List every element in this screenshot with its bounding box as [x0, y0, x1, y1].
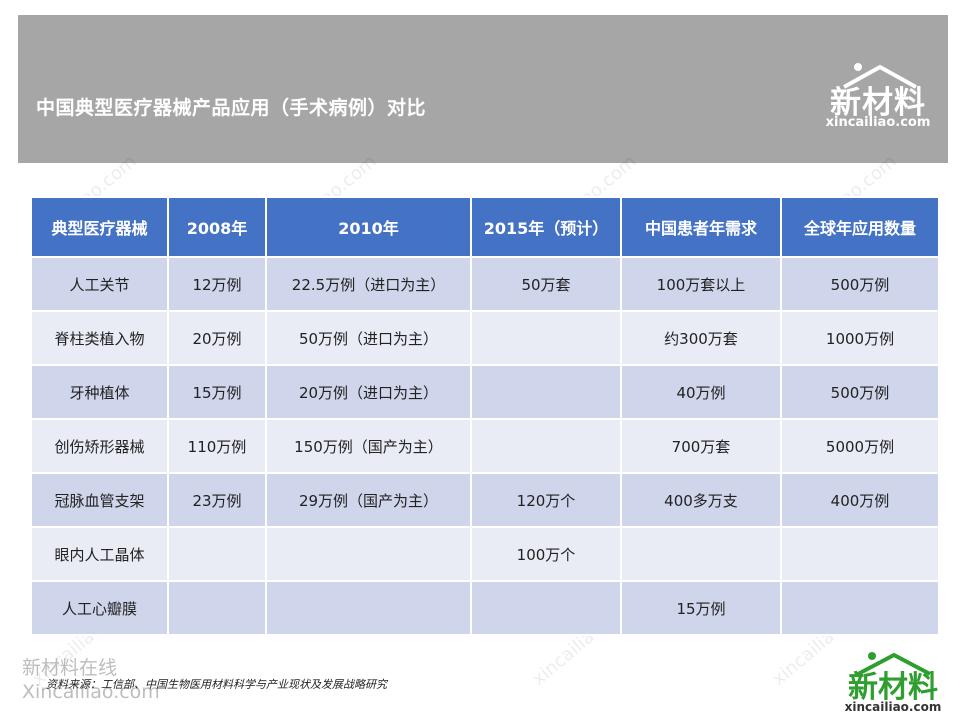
table-cell: 眼内人工晶体: [30, 526, 169, 582]
column-header: 全球年应用数量: [780, 196, 940, 258]
table-cell: 23万例: [167, 472, 267, 528]
table-row: 牙种植体 15万例 20万例（进口为主） 40万例 500万例: [30, 364, 940, 420]
table-cell: 29万例（国产为主）: [265, 472, 472, 528]
table-cell: 400多万支: [620, 472, 782, 528]
logo-text-cn: 新材料: [830, 85, 926, 121]
table-cell: 50万套: [470, 256, 622, 312]
table-cell: 20万例: [167, 310, 267, 366]
table-cell: [470, 310, 622, 366]
table-cell: 牙种植体: [30, 364, 169, 420]
column-header: 典型医疗器械: [30, 196, 169, 258]
table-cell: 15万例: [167, 364, 267, 420]
logo-text-en: xincailiao.com: [844, 700, 942, 714]
table-cell: 15万例: [620, 580, 782, 636]
table-cell: 100万套以上: [620, 256, 782, 312]
column-header: 2008年: [167, 196, 267, 258]
table-cell: 22.5万例（进口为主）: [265, 256, 472, 312]
table-cell: 20万例（进口为主）: [265, 364, 472, 420]
source-note: 资料来源：工信部、中国生物医用材料科学与产业现状及发展战略研究: [46, 678, 387, 691]
table-cell: 脊柱类植入物: [30, 310, 169, 366]
header-band: 中国典型医疗器械产品应用（手术病例）对比 新材料 xincailiao.com: [18, 15, 948, 163]
table-cell: 100万个: [470, 526, 622, 582]
table-cell: [620, 526, 782, 582]
logo-text-en: xincailiao.com: [825, 115, 931, 130]
table-row: 脊柱类植入物 20万例 50万例（进口为主） 约300万套 1000万例: [30, 310, 940, 366]
table-cell: 约300万套: [620, 310, 782, 366]
logo-bottom: 新材料 xincailiao.com: [834, 648, 952, 716]
table-cell: 冠脉血管支架: [30, 472, 169, 528]
table-cell: 人工关节: [30, 256, 169, 312]
table-cell: 120万个: [470, 472, 622, 528]
table-cell: 500万例: [780, 364, 940, 420]
table-cell: 500万例: [780, 256, 940, 312]
table-cell: 110万例: [167, 418, 267, 474]
watermark-bottom: 新材料在线 Xincailiao.com: [22, 656, 160, 704]
house-roof-icon: [843, 63, 917, 89]
table-cell: [470, 580, 622, 636]
house-roof-icon: [857, 652, 931, 676]
table-cell: 50万例（进口为主）: [265, 310, 472, 366]
table-cell: [265, 526, 472, 582]
table-row: 人工心瓣膜 15万例: [30, 580, 940, 636]
table-cell: [167, 526, 267, 582]
table-cell: 40万例: [620, 364, 782, 420]
table-row: 人工关节 12万例 22.5万例（进口为主） 50万套 100万套以上 500万…: [30, 256, 940, 312]
table-cell: [470, 418, 622, 474]
table-cell: [780, 526, 940, 582]
column-header: 2015年（预计）: [470, 196, 622, 258]
table-cell: [780, 580, 940, 636]
table-cell: 5000万例: [780, 418, 940, 474]
watermark-text-en: Xincailiao.com: [22, 681, 160, 703]
table-cell: 1000万例: [780, 310, 940, 366]
table-row: 眼内人工晶体 100万个: [30, 526, 940, 582]
table-row: 冠脉血管支架 23万例 29万例（国产为主） 120万个 400多万支 400万…: [30, 472, 940, 528]
table-cell: 700万套: [620, 418, 782, 474]
table-cell: 12万例: [167, 256, 267, 312]
page-title: 中国典型医疗器械产品应用（手术病例）对比: [36, 97, 427, 119]
table-cell: [265, 580, 472, 636]
table-cell: 150万例（国产为主）: [265, 418, 472, 474]
logo-top: 新材料 xincailiao.com: [818, 59, 938, 139]
table-row: 创伤矫形器械 110万例 150万例（国产为主） 700万套 5000万例: [30, 418, 940, 474]
watermark-text-cn: 新材料在线: [22, 657, 118, 679]
column-header: 中国患者年需求: [620, 196, 782, 258]
column-header: 2010年: [265, 196, 472, 258]
table-cell: [167, 580, 267, 636]
table-cell: 400万例: [780, 472, 940, 528]
table-cell: 创伤矫形器械: [30, 418, 169, 474]
table-cell: 人工心瓣膜: [30, 580, 169, 636]
comparison-table: 典型医疗器械 2008年 2010年 2015年（预计） 中国患者年需求 全球年…: [30, 196, 940, 636]
table-cell: [470, 364, 622, 420]
logo-text-cn: 新材料: [848, 670, 938, 705]
table-header-row: 典型医疗器械 2008年 2010年 2015年（预计） 中国患者年需求 全球年…: [30, 196, 940, 258]
